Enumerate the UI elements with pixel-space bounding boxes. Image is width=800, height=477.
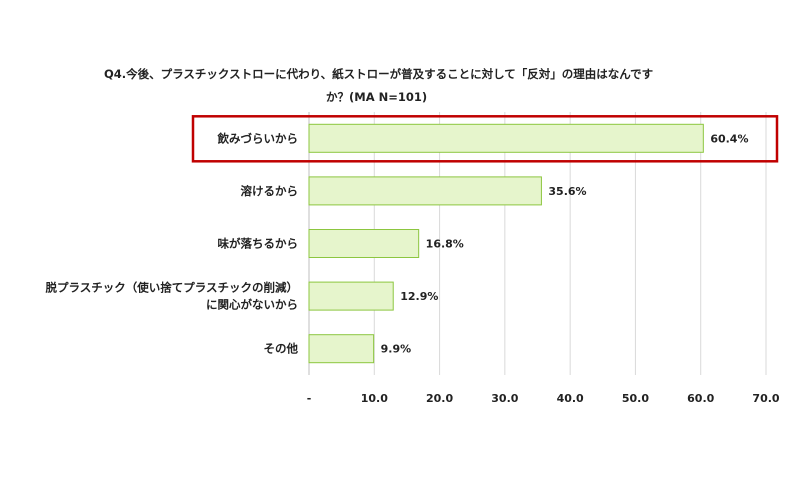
bar [308,123,704,153]
bar [308,229,420,258]
bar [308,334,375,364]
tick-layer: - 10.0 20.0 30.0 40.0 50.0 60.0 70.0 [307,392,780,405]
x-tick-label: 50.0 [622,392,649,405]
data-label: 9.9% [381,343,412,356]
x-tick-label: 10.0 [361,392,388,405]
data-label: 16.8% [426,238,464,251]
x-tick-label: - [307,392,312,405]
category-label: に関心がないから [206,298,298,312]
x-tick-label: 30.0 [491,392,518,405]
x-tick-label: 70.0 [752,392,779,405]
category-label: 飲みづらいから [217,131,299,145]
chart-title-line2: か？(MA N=101) [326,90,427,104]
x-tick-label: 40.0 [557,392,584,405]
bar [308,281,394,311]
data-label: 12.9% [400,290,438,303]
bar [308,176,542,206]
category-label: 味が落ちるから [218,237,299,251]
category-label: 脱プラスチック（使い捨てプラスチックの削減） [45,281,298,295]
data-label: 60.4% [710,132,748,145]
x-tick-label: 60.0 [687,392,714,405]
data-label: 35.6% [548,185,586,198]
grid-layer [308,112,767,375]
chart-title-line1: Q4.今後、プラスチックストローに代わり、紙ストローが普及することに対して「反対… [104,67,653,81]
label-layer: 60.4% 飲みづらいから 35.6% 溶けるから 16.8% 味が落ちるから 12.9% 脱… [45,115,779,356]
bar-layer [308,123,704,364]
x-tick-label: 20.0 [426,392,453,405]
category-label: その他 [264,342,299,356]
highlight-box [191,115,779,163]
category-label: 溶けるから [241,184,299,198]
